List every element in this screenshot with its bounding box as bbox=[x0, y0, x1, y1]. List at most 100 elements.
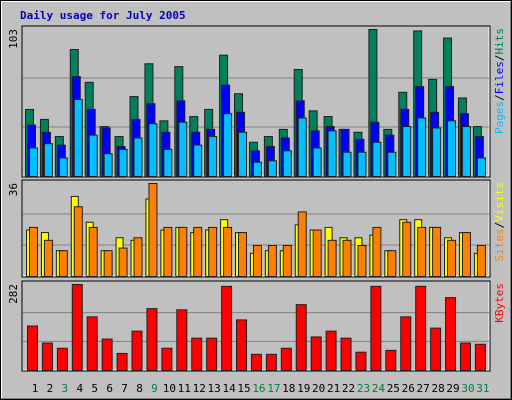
bar bbox=[417, 117, 427, 177]
bar bbox=[191, 337, 203, 372]
legend: KBytes bbox=[493, 283, 506, 323]
bar bbox=[43, 143, 53, 177]
bar bbox=[370, 285, 382, 371]
legend-separator: / bbox=[493, 222, 506, 229]
x-tick-label: 1 bbox=[32, 382, 39, 395]
x-tick-label: 31 bbox=[476, 382, 489, 395]
bar bbox=[88, 226, 98, 278]
bar bbox=[223, 226, 233, 278]
bar bbox=[29, 147, 38, 178]
legend-entry: Sites bbox=[493, 228, 506, 261]
bar bbox=[73, 98, 83, 177]
bar bbox=[73, 206, 83, 277]
bar bbox=[342, 239, 352, 277]
bar bbox=[71, 284, 83, 371]
bar bbox=[250, 353, 262, 372]
bar bbox=[430, 327, 442, 371]
bar bbox=[178, 121, 188, 177]
bar bbox=[238, 232, 248, 277]
bar bbox=[41, 342, 53, 371]
legend-entry: Files bbox=[493, 61, 506, 94]
x-tick-label: 25 bbox=[387, 382, 400, 395]
legend-entry: Visits bbox=[493, 182, 506, 222]
x-tick-label: 12 bbox=[193, 382, 206, 395]
bar bbox=[402, 126, 412, 178]
bar bbox=[58, 250, 68, 278]
bar bbox=[252, 245, 262, 277]
legend: Sites/Visits bbox=[493, 182, 506, 262]
bar bbox=[163, 226, 173, 278]
bar bbox=[208, 136, 218, 177]
x-tick-label: 23 bbox=[357, 382, 370, 395]
bar bbox=[474, 343, 486, 371]
bar bbox=[178, 226, 188, 278]
legend-entry: KBytes bbox=[493, 283, 506, 323]
x-tick-label: 22 bbox=[342, 382, 355, 395]
y-tick-label: 103 bbox=[7, 29, 20, 49]
bar bbox=[133, 137, 143, 177]
bar bbox=[27, 325, 38, 372]
bar bbox=[415, 285, 427, 371]
legend-entry: Hits bbox=[493, 28, 506, 55]
x-tick-label: 6 bbox=[106, 382, 113, 395]
bar bbox=[267, 245, 277, 277]
bar bbox=[265, 353, 277, 372]
bar bbox=[447, 120, 457, 177]
x-tick-label: 24 bbox=[372, 382, 386, 395]
bar bbox=[282, 150, 292, 178]
bar bbox=[163, 148, 173, 178]
bar bbox=[118, 247, 128, 277]
bar bbox=[387, 250, 397, 278]
x-tick-label: 13 bbox=[208, 382, 221, 395]
bar bbox=[447, 239, 457, 277]
bar bbox=[355, 351, 367, 371]
bar bbox=[400, 316, 412, 371]
bar bbox=[445, 297, 457, 371]
bar bbox=[208, 226, 218, 278]
bar bbox=[252, 161, 262, 177]
bar bbox=[461, 126, 471, 178]
bar bbox=[327, 239, 337, 277]
bar bbox=[342, 151, 352, 178]
bar bbox=[461, 232, 471, 277]
bar bbox=[476, 245, 486, 277]
bar bbox=[357, 151, 367, 178]
x-tick-label: 17 bbox=[267, 382, 280, 395]
x-tick-label: 26 bbox=[402, 382, 415, 395]
bar bbox=[312, 147, 322, 178]
legend-entry: Pages bbox=[493, 101, 506, 134]
x-tick-label: 4 bbox=[76, 382, 83, 395]
x-tick-label: 14 bbox=[222, 382, 236, 395]
x-tick-label: 10 bbox=[163, 382, 176, 395]
bar bbox=[193, 144, 203, 178]
bar bbox=[432, 226, 442, 278]
bar bbox=[101, 338, 113, 372]
x-tick-label: 16 bbox=[252, 382, 265, 395]
x-tick-label: 3 bbox=[62, 382, 69, 395]
legend-separator: / bbox=[493, 55, 506, 62]
bar bbox=[387, 151, 397, 178]
bar bbox=[476, 157, 486, 178]
bar bbox=[176, 309, 188, 371]
x-tick-label: 7 bbox=[121, 382, 128, 395]
bar bbox=[103, 153, 113, 178]
bar bbox=[56, 347, 68, 371]
y-tick-label: 282 bbox=[7, 284, 20, 304]
bar bbox=[29, 226, 38, 278]
x-tick-label: 28 bbox=[431, 382, 444, 395]
x-tick-label: 15 bbox=[237, 382, 250, 395]
bar bbox=[148, 183, 158, 277]
x-tick-label: 20 bbox=[312, 382, 325, 395]
x-tick-label: 29 bbox=[446, 382, 459, 395]
x-tick-label: 11 bbox=[178, 382, 191, 395]
bar bbox=[223, 113, 233, 177]
bar bbox=[133, 237, 143, 277]
bar bbox=[206, 337, 218, 372]
bar bbox=[148, 123, 158, 177]
bar bbox=[146, 308, 158, 371]
bar bbox=[131, 330, 143, 372]
bar bbox=[432, 127, 442, 178]
bar bbox=[116, 352, 128, 372]
